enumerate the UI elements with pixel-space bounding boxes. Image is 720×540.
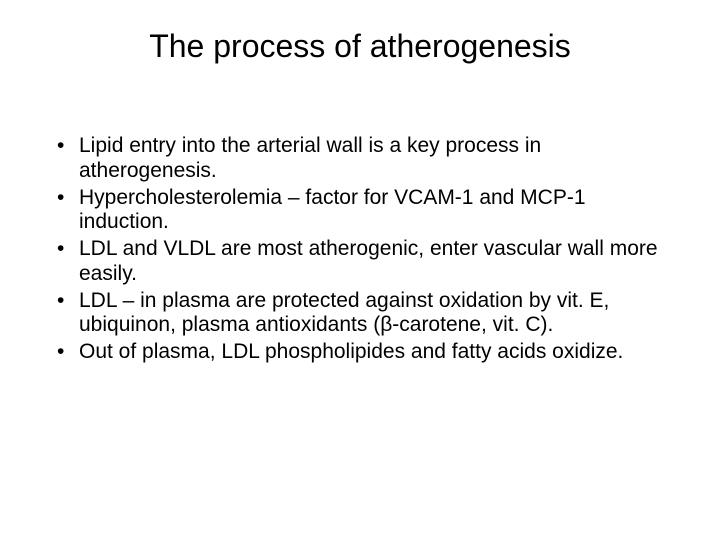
list-item: Out of plasma, LDL phospholipides and fa…	[55, 340, 665, 365]
list-item: LDL and VLDL are most atherogenic, enter…	[55, 237, 665, 287]
slide: The process of atherogenesis Lipid entry…	[0, 0, 720, 540]
slide-title: The process of atherogenesis	[0, 28, 720, 65]
list-item: LDL – in plasma are protected against ox…	[55, 289, 665, 339]
list-item: Lipid entry into the arterial wall is a …	[55, 134, 665, 184]
slide-body: Lipid entry into the arterial wall is a …	[55, 134, 665, 367]
list-item: Hypercholesterolemia – factor for VCAM-1…	[55, 186, 665, 236]
bullet-list: Lipid entry into the arterial wall is a …	[55, 134, 665, 365]
